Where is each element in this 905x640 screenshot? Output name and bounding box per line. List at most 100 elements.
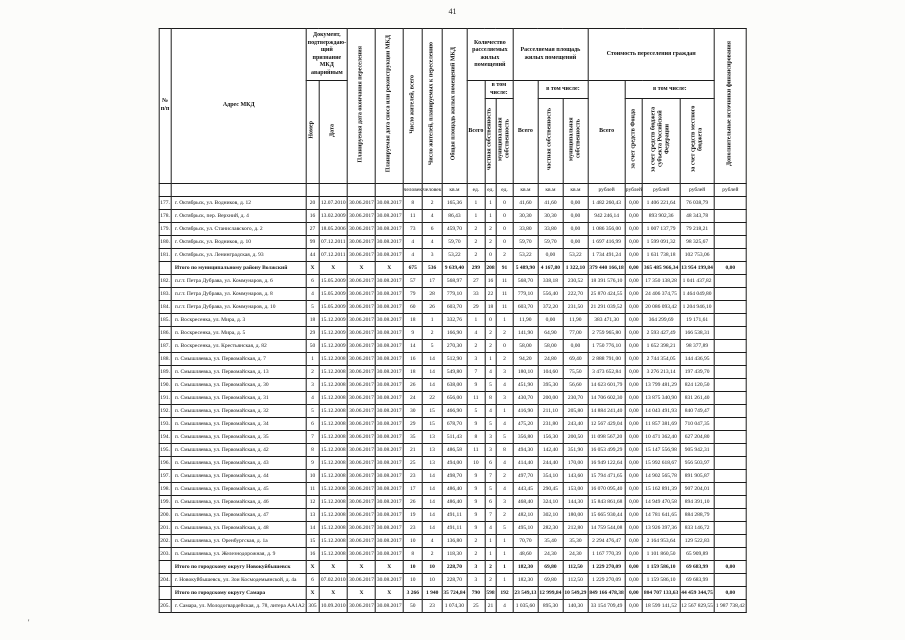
value-cell: 26: [402, 377, 424, 392]
value-cell: 824 120,50: [679, 377, 715, 392]
value-cell: 50: [402, 598, 424, 613]
value-cell: 1 086 356,00: [587, 221, 626, 236]
value-cell: 790: [466, 585, 486, 600]
value-cell: 13: [421, 429, 443, 444]
value-cell: 44: [305, 247, 320, 262]
value-cell: 28: [421, 286, 443, 301]
residents-total-label: Число жителей, всего: [409, 74, 416, 134]
value-cell: 486,40: [441, 481, 468, 496]
value-cell: 30.08.2017: [374, 598, 404, 613]
address-cell: г. Новокуйбышевск, ул. Зои Космодемьянск…: [170, 572, 307, 587]
value-cell: 30.06.2017: [347, 442, 376, 457]
value-cell: 30.06.2017: [347, 403, 376, 418]
extra-sources-label: Дополнительные источники финансирования: [726, 41, 733, 167]
address-cell: п. Смышляевка, ул. Первомайская, д. 35: [170, 429, 307, 444]
value-cell: 13.02.2009: [318, 208, 349, 223]
table-row: 198. п. Смышляевка, ул. Первомайская, д. …: [158, 481, 747, 496]
unit-cell-empty: [374, 182, 404, 197]
unit-cell-empty: [305, 182, 320, 197]
value-cell: 30.06.2017: [347, 416, 376, 431]
value-cell: 627 204,80: [679, 429, 715, 444]
value-cell: 129 522,83: [679, 533, 715, 548]
address-cell: п. Смышляевка, ул. Первомайская, д. 48: [170, 520, 307, 535]
value-cell: 8: [402, 195, 424, 210]
value-cell: 3: [305, 377, 320, 392]
value-cell: 64,90: [537, 325, 564, 340]
value-cell: 222,70: [562, 286, 589, 301]
value-cell: 228,70: [441, 572, 468, 587]
value-cell: 07.02.2010: [318, 572, 349, 587]
header-row-subgroups: Номер Дата Всего в том числе: Всего в то…: [159, 80, 747, 184]
value-cell: 30.06.2017: [347, 520, 376, 535]
value-cell: 15 992 618,67: [641, 455, 681, 470]
value-cell: 170,00: [562, 455, 589, 470]
value-cell: 11: [466, 442, 486, 457]
unit-cell: ед.: [495, 182, 514, 197]
value-cell: 16: [402, 351, 424, 366]
value-cell: 884 288,79: [679, 507, 715, 522]
value-cell: 29: [402, 416, 424, 431]
value-cell: 153,00: [562, 481, 589, 496]
page-number: 41: [448, 7, 457, 16]
value-cell: X: [305, 260, 320, 275]
value-cell: 156,30: [537, 429, 564, 444]
unit-cell: кв.м: [512, 182, 539, 197]
value-cell: 2: [421, 195, 443, 210]
value-cell: 395,30: [537, 377, 564, 392]
value-cell: 891 905,87: [679, 468, 715, 483]
value-cell: 3 266: [402, 585, 424, 600]
value-cell: 568,97: [441, 273, 468, 288]
value-cell: 79 218,21: [679, 221, 715, 236]
value-cell: 4: [495, 416, 514, 431]
value-cell: 5 489,90: [512, 260, 539, 275]
value-cell: 779,10: [441, 286, 468, 301]
value-cell: 1: [484, 533, 497, 548]
value-cell: 166,90: [441, 325, 468, 340]
value-cell: 10: [421, 572, 443, 587]
value-cell: 14 759 544,08: [587, 520, 626, 535]
value-cell: 1: [305, 351, 320, 366]
value-cell: 30.08.2017: [374, 221, 404, 236]
value-cell: 2: [466, 546, 486, 561]
value-cell: 2: [484, 325, 497, 340]
address-cell: п. Смышляевка, ул. Первомайская, д. 42: [170, 442, 307, 457]
value-cell: 894 391,10: [679, 494, 715, 509]
value-cell: 12.07.2010: [318, 195, 349, 210]
unit-cell: человек: [402, 182, 424, 197]
table-header: № п/п Адрес МКД Документ, подтверждаю- щ…: [158, 28, 747, 197]
value-cell: 7: [305, 429, 320, 444]
value-cell: 86,43: [441, 208, 468, 223]
value-cell: 07.12.2011: [318, 247, 349, 262]
value-cell: 30.08.2017: [374, 481, 404, 496]
value-cell: 24,80: [537, 351, 564, 366]
value-cell: 1: [495, 559, 514, 574]
value-cell: 15.12.2008: [318, 481, 349, 496]
address-cell: г. Октябрьск, ул. Станиславского, д. 2: [170, 221, 307, 236]
value-cell: 30.06.2017: [347, 598, 376, 613]
value-cell: 33 154 709,49: [587, 598, 626, 613]
value-cell: 65 909,89: [679, 546, 715, 561]
value-cell: 0,00: [624, 403, 643, 418]
value-cell: 25: [402, 455, 424, 470]
value-cell: 372,20: [537, 299, 564, 314]
value-cell: 2: [495, 507, 514, 522]
value-cell: 30,30: [512, 208, 539, 223]
value-cell: 2: [495, 247, 514, 262]
value-cell: 79: [402, 286, 424, 301]
col-header-doc-group: Документ, подтверждаю- щий признание МКД…: [305, 28, 349, 81]
value-cell: 17: [421, 273, 443, 288]
value-cell: 30.06.2017: [347, 351, 376, 366]
value-cell: 231,50: [562, 299, 589, 314]
value-cell: 0,00: [624, 559, 643, 574]
col-header-residents-planned: Число жителей, планируемых к переселению: [421, 28, 443, 184]
table-row: 204. г. Новокуйбышевск, ул. Зои Космодемь…: [158, 572, 747, 587]
value-cell: 30.08.2017: [374, 520, 404, 535]
value-cell: 18.05.2006: [318, 221, 349, 236]
value-cell: 15.05.2009: [318, 273, 349, 288]
value-cell: 15 794 471,65: [587, 468, 626, 483]
value-cell: 73: [402, 221, 424, 236]
value-cell: 30.06.2017: [347, 468, 376, 483]
value-cell: 30.06.2017: [347, 195, 376, 210]
value-cell: [713, 338, 747, 353]
value-cell: 15: [305, 533, 320, 548]
